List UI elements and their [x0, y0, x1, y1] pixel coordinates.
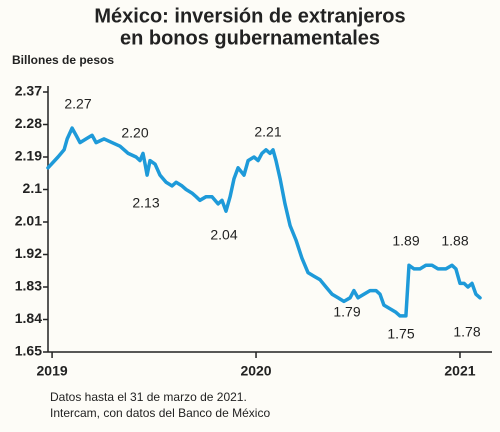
annotation: 2.27 — [64, 96, 91, 112]
line-series — [46, 126, 482, 318]
y-tick-label: 2.19 — [15, 148, 42, 164]
annotation: 1.75 — [387, 326, 414, 342]
annotation: 1.88 — [441, 233, 468, 249]
y-tick-label: 2.37 — [15, 83, 42, 99]
y-tick-label: 2.1 — [23, 180, 43, 196]
y-tick-label: 2.01 — [15, 213, 42, 229]
annotation: 2.04 — [210, 227, 237, 243]
x-tick-label: 2021 — [444, 363, 475, 379]
source: Intercam, con datos del Banco de México — [50, 406, 270, 420]
chart-title-line-2: en bonos gubernamentales — [120, 27, 380, 49]
y-tick-label: 1.65 — [15, 343, 42, 359]
x-tick-label: 2020 — [240, 363, 271, 379]
chart-title: México: inversión de extranjeros — [94, 5, 405, 27]
annotation: 2.20 — [121, 125, 148, 141]
note: Datos hasta el 31 de marzo de 2021. — [50, 390, 247, 404]
y-axis-label: Billones de pesos — [12, 53, 114, 67]
y-tick-label: 1.92 — [15, 245, 42, 261]
annotation: 1.78 — [453, 324, 480, 340]
annotation: 1.89 — [392, 233, 419, 249]
y-tick-label: 1.84 — [15, 310, 42, 326]
annotation: 1.79 — [333, 304, 360, 320]
y-tick-label: 1.83 — [15, 278, 42, 294]
annotation: 2.13 — [132, 195, 159, 211]
y-tick-label: 2.28 — [15, 115, 42, 131]
annotation: 2.21 — [254, 124, 281, 140]
x-tick-label: 2019 — [37, 363, 68, 379]
